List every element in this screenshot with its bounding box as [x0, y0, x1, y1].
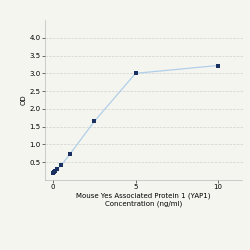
Y-axis label: OD: OD [21, 95, 27, 105]
X-axis label: Mouse Yes Associated Protein 1 (YAP1)
Concentration (ng/ml): Mouse Yes Associated Protein 1 (YAP1) Co… [76, 193, 211, 207]
